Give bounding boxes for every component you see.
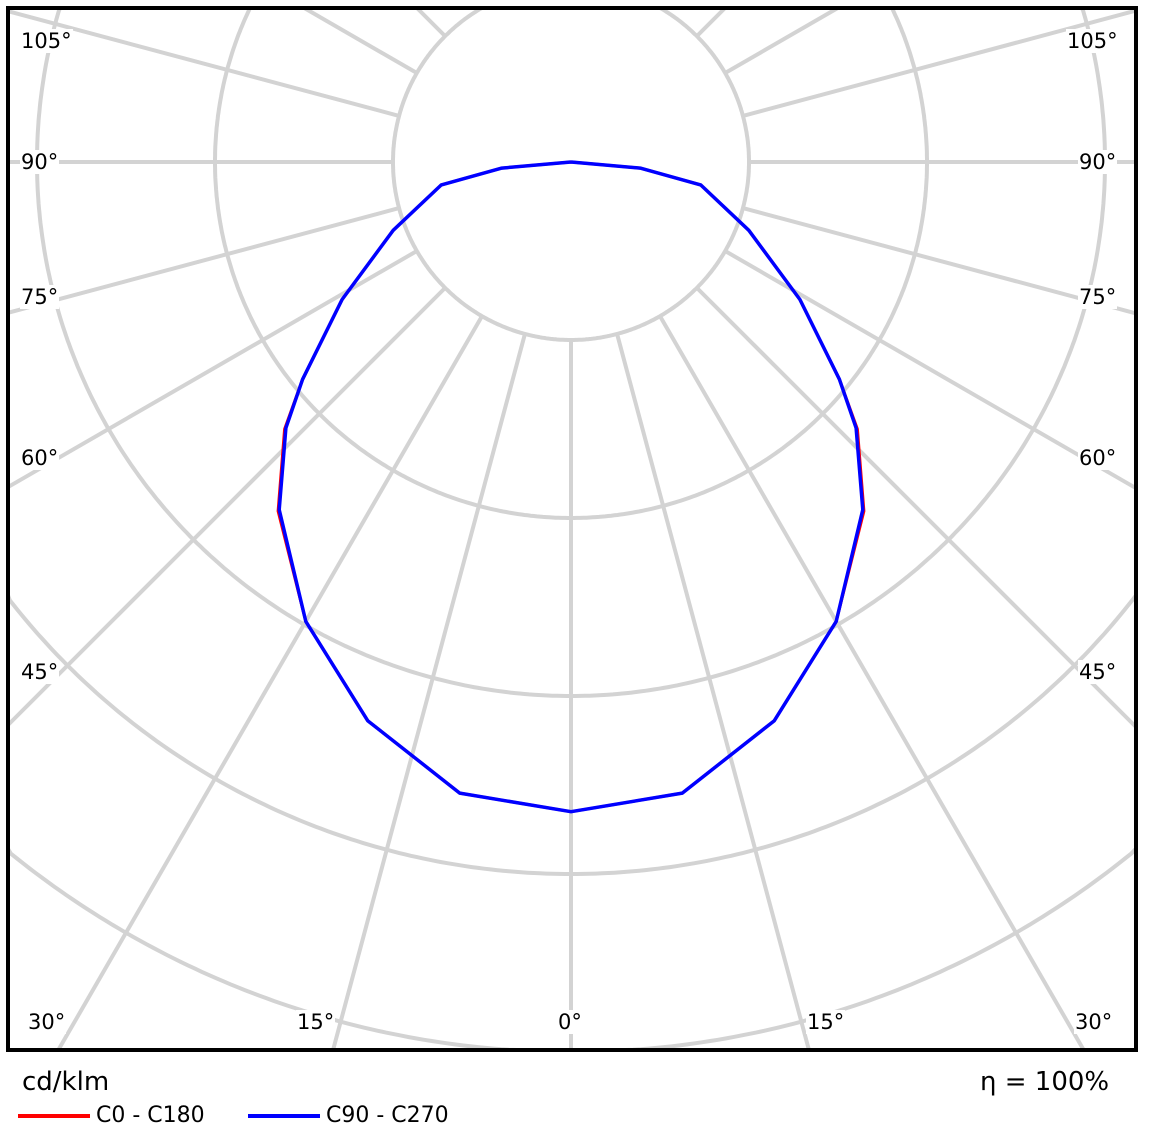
chart-frame (6, 6, 1138, 1052)
grid-spoke (303, 6, 418, 75)
angle-label-left-105: 105° (20, 29, 73, 53)
efficiency-label: η = 100% (980, 1067, 1110, 1097)
grid-spoke (7, 249, 418, 489)
grid-spoke (695, 6, 727, 38)
grid-spoke (695, 286, 1138, 729)
grid-spoke (415, 6, 447, 38)
legend-swatch-red (18, 1114, 90, 1118)
angle-label-right-105: 105° (1066, 29, 1119, 53)
grid-spoke (331, 333, 527, 1051)
angle-label-bottom-30-right: 30° (1074, 1010, 1114, 1034)
legend-swatch-blue (248, 1114, 320, 1118)
angle-label-right-60: 60° (1078, 446, 1118, 470)
grid-spoke (724, 249, 1138, 490)
legend-label: C90 - C270 (326, 1103, 449, 1128)
angle-label-left-60: 60° (20, 446, 60, 470)
angle-label-bottom-30-left: 30° (27, 1010, 67, 1034)
legend-item-c0-c180: C0 - C180 (18, 1102, 205, 1130)
angle-label-bottom-0: 0° (557, 1010, 583, 1034)
grid-ring (391, 6, 751, 342)
grid-spoke (658, 315, 1086, 1051)
grid-spoke (56, 315, 484, 1052)
grid-spoke (742, 8, 1137, 118)
grid-spoke (724, 6, 839, 75)
angle-label-right-75: 75° (1078, 285, 1118, 309)
angle-label-bottom-15-right: 15° (806, 1010, 846, 1034)
series-line-c90-c270 (277, 160, 865, 814)
angle-label-left-90: 90° (20, 150, 60, 174)
angle-label-left-75: 75° (20, 285, 60, 309)
grid-spoke (7, 206, 400, 315)
angle-label-bottom-15-left: 15° (296, 1010, 336, 1034)
grid (6, 6, 1138, 1052)
legend-label: C0 - C180 (96, 1103, 205, 1128)
grid-spoke (742, 206, 1137, 316)
grid-spoke (615, 333, 811, 1051)
grid-spoke (6, 286, 447, 727)
angle-label-right-90: 90° (1078, 150, 1118, 174)
angle-label-left-45: 45° (20, 660, 60, 684)
unit-label: cd/klm (22, 1067, 110, 1097)
legend-item-c90-c270: C90 - C270 (248, 1102, 449, 1130)
angle-label-right-45: 45° (1078, 660, 1118, 684)
grid-spoke (7, 9, 400, 118)
